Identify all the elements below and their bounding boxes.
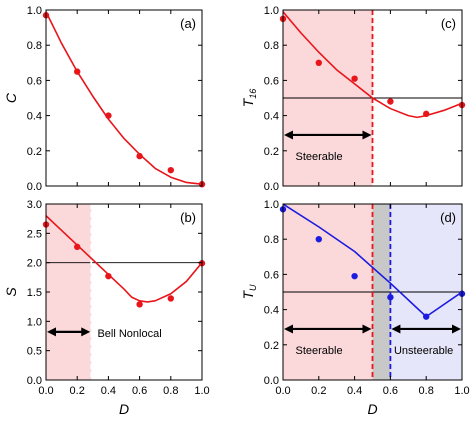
x-tick-label: 0.2 [311, 385, 326, 397]
panel-label: (a) [180, 16, 196, 31]
y-tick-label: 1.0 [264, 5, 279, 17]
y-axis-label-subscript: U [248, 284, 258, 291]
arrow-head [362, 324, 372, 334]
x-tick-label: 0.0 [38, 385, 53, 397]
data-point [74, 68, 81, 75]
y-axis-label: C [3, 92, 19, 103]
y-tick-label: 0.8 [264, 234, 279, 246]
y-tick-label: 0.2 [264, 340, 279, 352]
panel-label: (b) [180, 210, 196, 225]
y-tick-label: 0.6 [264, 75, 279, 87]
shaded-region [46, 204, 92, 380]
data-point [105, 112, 112, 119]
x-tick-label: 0.6 [383, 385, 398, 397]
arrow-head [452, 324, 461, 334]
x-axis-label: D [119, 401, 129, 417]
y-tick-label: 1.0 [264, 199, 279, 211]
x-tick-label: 0.8 [163, 385, 178, 397]
arrow-head [47, 327, 56, 337]
fit-curve [283, 204, 462, 318]
data-point [351, 272, 358, 280]
region-annotation: Steerable [296, 345, 343, 357]
y-tick-label: 0.0 [264, 375, 279, 387]
panel-c: Steerable 0.0 0.2 0.4 0.6 0.8 1.0 T16 (c) [240, 5, 466, 193]
y-tick-label: 0.8 [27, 40, 42, 52]
arrow-head [81, 327, 91, 337]
arrow-head [391, 324, 401, 334]
x-tick-label: 0.4 [101, 385, 116, 397]
x-tick-label: 0.6 [132, 385, 147, 397]
y-tick-label: 0.6 [27, 75, 42, 87]
data-point [105, 272, 112, 280]
data-point [387, 294, 394, 301]
y-tick-label: 0.0 [27, 181, 42, 193]
plot-area [283, 204, 462, 380]
panel-b: Bell Nonlocal 0.0 0.2 0.4 0.6 0.8 1.0 0.0 0.5 1.0… [3, 199, 210, 417]
y-tick-label: 0.0 [264, 181, 279, 193]
x-tick-label: 0.0 [275, 385, 290, 397]
axes-frame [282, 203, 463, 381]
data-point [136, 301, 143, 308]
y-tick-label: 1.5 [27, 287, 42, 299]
y-tick-label: 0.2 [27, 146, 42, 158]
y-tick-label: 2.5 [27, 228, 42, 240]
region-annotation: Steerable [296, 151, 343, 163]
y-tick-label: 2.0 [27, 258, 42, 270]
arrow-head [284, 130, 293, 140]
plot-area [283, 10, 462, 186]
data-point [423, 110, 430, 118]
data-point [136, 152, 143, 160]
y-tick-label: 0.4 [264, 305, 279, 317]
panel-d: Steerable Unsteerable 0.0 0.2 0.4 0.6 0.8 1.0 0.… [240, 199, 470, 417]
y-tick-label: 0.5 [27, 346, 42, 358]
y-axis-label: TU [240, 284, 258, 300]
region-annotation: Unsteerable [394, 345, 453, 357]
y-tick-label: 0.6 [264, 269, 279, 281]
y-tick-label: 0.2 [264, 146, 279, 158]
x-axis-label: D [367, 401, 377, 417]
arrow-head [284, 324, 293, 334]
axes-frame [282, 9, 463, 187]
data-point [423, 313, 430, 320]
y-axis-label-subscript: 16 [248, 89, 258, 99]
panel-label: (d) [440, 210, 456, 225]
x-tick-label: 1.0 [454, 385, 469, 397]
y-tick-label: 1.0 [27, 5, 42, 17]
x-tick-label: 0.4 [347, 385, 362, 397]
data-point [167, 166, 174, 174]
x-tick-label: 1.0 [194, 385, 209, 397]
data-point [315, 236, 322, 243]
data-point [351, 75, 358, 82]
arrow-head [362, 130, 372, 140]
y-axis-label: S [3, 287, 19, 297]
axes-frame [45, 9, 203, 187]
fit-curve [46, 11, 202, 186]
panel-a: 0.0 0.2 0.4 0.6 0.8 1.0 C (a) [3, 5, 206, 193]
y-tick-label: 3.0 [27, 199, 42, 211]
y-tick-label: 0.0 [27, 375, 42, 387]
data-point [167, 295, 174, 302]
y-tick-label: 0.8 [264, 40, 279, 52]
y-axis-label: T16 [240, 89, 258, 108]
data-point [315, 59, 322, 66]
y-tick-label: 0.4 [264, 111, 279, 123]
data-point [387, 98, 394, 105]
region-annotation: Bell Nonlocal [97, 328, 161, 340]
plot-area [46, 11, 202, 186]
data-point [74, 243, 81, 251]
plot-area [46, 204, 202, 380]
panel-label: (c) [441, 16, 456, 31]
x-tick-label: 0.2 [70, 385, 85, 397]
y-tick-label: 1.0 [27, 316, 42, 328]
x-tick-label: 0.8 [419, 385, 434, 397]
y-tick-label: 0.4 [27, 111, 42, 123]
